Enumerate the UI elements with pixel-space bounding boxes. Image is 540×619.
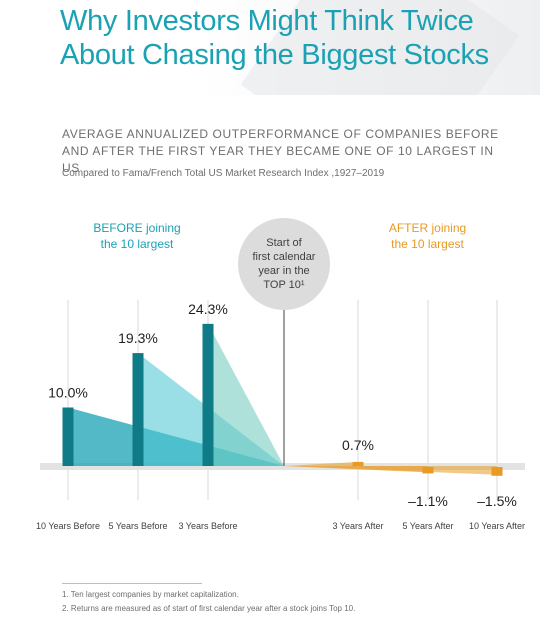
bar	[132, 353, 144, 466]
category-label: 5 Years After	[402, 521, 453, 531]
footnote-1: 1. Ten largest companies by market capit…	[62, 590, 239, 599]
category-label: 10 Years After	[469, 521, 525, 531]
bar	[202, 323, 214, 466]
data-label: 19.3%	[118, 330, 158, 346]
data-label: 24.3%	[188, 301, 228, 317]
data-label: –1.5%	[477, 493, 517, 509]
bar	[422, 467, 434, 474]
before-label-line-2: the 10 largest	[100, 237, 174, 251]
fan-shade	[284, 466, 497, 475]
category-label: 3 Years After	[332, 521, 383, 531]
subtitle-line-2: AND AFTER THE FIRST YEAR THEY BECAME ONE…	[62, 144, 494, 175]
title-line-2: About Chasing the Biggest Stocks	[60, 39, 489, 71]
after-label: AFTER joining the 10 largest	[380, 220, 475, 252]
title-line-1: Why Investors Might Think Twice	[60, 5, 474, 37]
bar	[491, 467, 503, 476]
footnotes: 1. Ten largest companies by market capit…	[62, 588, 355, 616]
category-label: 3 Years Before	[178, 521, 237, 531]
chart-subtitle: AVERAGE ANNUALIZED OUTPERFORMANCE OF COM…	[62, 126, 502, 177]
subtitle-line-1: AVERAGE ANNUALIZED OUTPERFORMANCE OF COM…	[62, 127, 499, 141]
bar	[62, 407, 74, 466]
footnote-2: 2. Returns are measured as of start of f…	[62, 604, 356, 613]
circle-line-1: Start of	[266, 237, 302, 249]
fan-shade	[138, 353, 284, 466]
circle-text: Start of first calendar year in the TOP …	[249, 236, 319, 292]
circle-line-2: first calendar	[252, 251, 316, 263]
bar	[352, 461, 364, 466]
category-label: 10 Years Before	[36, 521, 100, 531]
after-label-line-1: AFTER joining	[388, 221, 467, 235]
before-label-line-1: BEFORE joining	[93, 221, 181, 235]
chart: 10.0% 19.3% 24.3% 0.7% –1.1% –1.5% 10 Years Be…	[36, 300, 525, 531]
data-label: 10.0%	[48, 385, 88, 401]
data-label: –1.1%	[408, 493, 448, 509]
header: Why Investors Might Think Twice About Ch…	[0, 0, 540, 95]
footnote-divider	[62, 583, 202, 584]
baseline	[40, 463, 525, 470]
before-label: BEFORE joining the 10 largest	[92, 220, 182, 252]
fan-shade	[284, 461, 358, 466]
circle-line-3: year in the	[258, 265, 310, 277]
data-label: 0.7%	[342, 437, 374, 453]
circle-line-4: TOP 10¹	[263, 279, 305, 291]
fan-shade	[208, 323, 284, 466]
after-label-line-2: the 10 largest	[391, 237, 464, 251]
source-note: Compared to Fama/French Total US Market …	[62, 168, 385, 179]
category-label: 5 Years Before	[108, 521, 167, 531]
page-title: Why Investors Might Think Twice About Ch…	[60, 4, 489, 72]
start-circle: Start of first calendar year in the TOP …	[238, 218, 330, 310]
